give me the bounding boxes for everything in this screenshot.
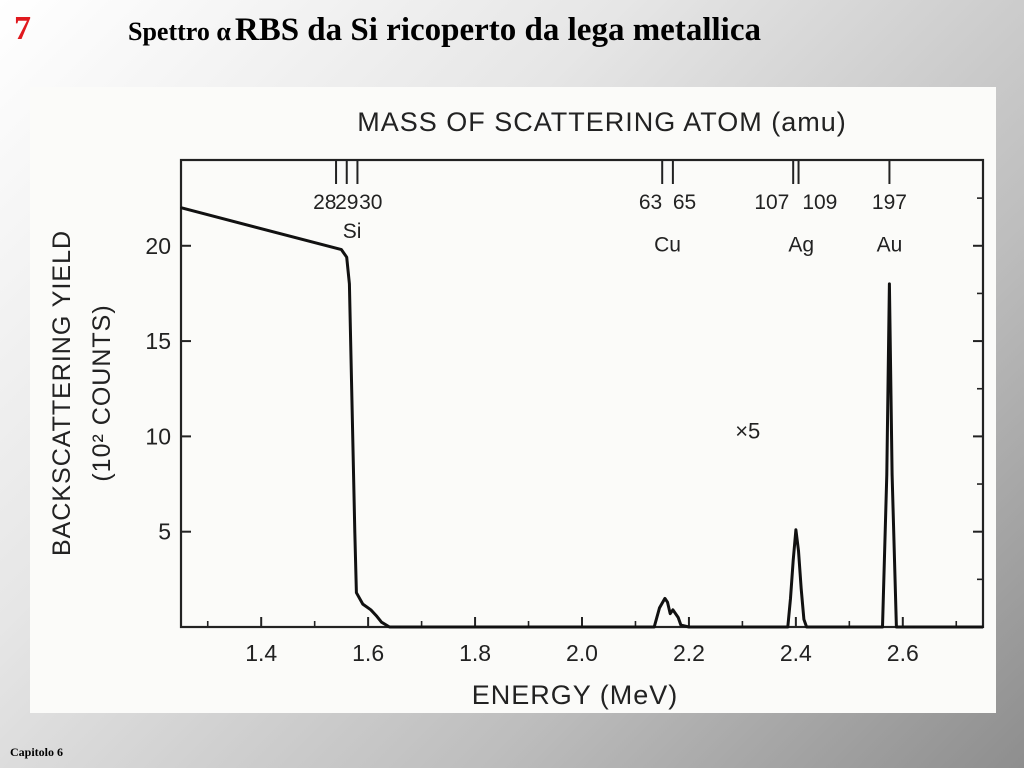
spectrum-point xyxy=(895,626,898,628)
x-tick-label: 1.6 xyxy=(352,640,384,666)
spectrum-point xyxy=(982,626,984,628)
x-axis-title: ENERGY (MeV) xyxy=(472,680,679,710)
spectrum-point xyxy=(361,603,364,605)
spectrum-point xyxy=(345,256,348,259)
spectrum-point xyxy=(789,597,792,600)
x-tick-label: 1.8 xyxy=(459,640,491,666)
spectrum-point xyxy=(669,612,672,615)
spectrum-point xyxy=(634,626,637,628)
x-tick-label: 2.2 xyxy=(673,640,705,666)
spectrum-point xyxy=(888,283,891,285)
x-tick-label: 2.4 xyxy=(780,640,812,666)
slide-number: 7 xyxy=(14,10,31,47)
mass-tick-label: 29 xyxy=(335,191,358,214)
spectrum-point xyxy=(527,626,530,628)
spectrum-point xyxy=(768,626,770,628)
spectrum-point xyxy=(420,626,423,628)
y-tick-label: 15 xyxy=(145,328,171,354)
mass-tick-label: 28 xyxy=(313,191,336,214)
spectrum-point xyxy=(800,588,803,590)
element-label: Si xyxy=(343,220,362,243)
spectrum-point xyxy=(680,624,682,626)
spectrum-point xyxy=(399,626,402,628)
element-label: Ag xyxy=(788,233,814,256)
y-axis-title: BACKSCATTERING YIELD xyxy=(48,230,76,556)
spectrum-point xyxy=(664,597,666,600)
y-tick-label: 5 xyxy=(158,519,171,545)
plot-frame xyxy=(179,158,985,629)
mass-tick-label: 63 xyxy=(639,191,662,214)
title-main: RBS da Si ricoperto da lega metallica xyxy=(234,12,761,48)
spectrum-point xyxy=(792,559,794,562)
spectrum-point xyxy=(180,206,182,209)
y-axis-subtitle: (10² COUNTS) xyxy=(88,304,116,481)
mass-tick-label: 107 xyxy=(754,191,789,214)
spectrum-point xyxy=(370,609,372,611)
annotation-x5: ×5 xyxy=(735,418,760,443)
slide-title: Spettro α RBS da Si ricoperto da lega me… xyxy=(128,12,761,49)
spectrum-point xyxy=(658,607,661,609)
title-prefix: Spettro α xyxy=(128,17,231,46)
mass-tick-label: 109 xyxy=(802,191,837,214)
spectrum-point xyxy=(875,626,877,628)
x-tick-label: 2.0 xyxy=(566,640,598,666)
mass-tick-label: 65 xyxy=(673,191,696,214)
spectrum-point xyxy=(677,616,680,619)
spectrum-point xyxy=(912,626,915,628)
spectrum-point xyxy=(653,626,655,628)
x-tick-label: 1.4 xyxy=(245,640,277,666)
spectrum-point xyxy=(348,283,351,285)
spectrum-line xyxy=(180,206,983,629)
spectrum-point xyxy=(388,626,391,628)
y-tick-label: 10 xyxy=(145,423,171,449)
spectrum-point xyxy=(803,618,805,621)
spectrum-point xyxy=(688,626,690,628)
spectrum-point xyxy=(885,473,888,476)
rbs-spectrum-figure: 1.4 1.6 1.8 2.0 2.2 2.4 2.6 5 10 15 20 28 29 30 63 65 10… xyxy=(30,87,996,713)
spectrum-point xyxy=(805,626,808,628)
element-label: Au xyxy=(877,233,903,256)
mass-tick-label: 197 xyxy=(872,191,907,214)
y-tick-label: 20 xyxy=(145,233,171,259)
top-axis-title: MASS OF SCATTERING ATOM (amu) xyxy=(357,107,847,137)
spectrum-point xyxy=(380,621,383,624)
spectrum-point xyxy=(355,591,358,594)
spectrum-point xyxy=(666,601,669,604)
spectrum-point xyxy=(787,626,789,628)
spectrum-point xyxy=(881,626,884,628)
spectrum-point xyxy=(891,473,893,476)
spectrum-point xyxy=(375,614,377,617)
footer-chapter: Capitolo 6 xyxy=(10,745,64,759)
element-label: Cu xyxy=(654,233,681,256)
x-tick-label: 2.6 xyxy=(887,640,919,666)
spectrum-point xyxy=(797,549,800,552)
spectrum-point xyxy=(353,530,356,533)
spectrum-point xyxy=(672,609,674,611)
spectrum-point xyxy=(340,248,343,251)
mass-tick-label: 30 xyxy=(359,191,382,214)
spectrum-point xyxy=(795,528,797,531)
